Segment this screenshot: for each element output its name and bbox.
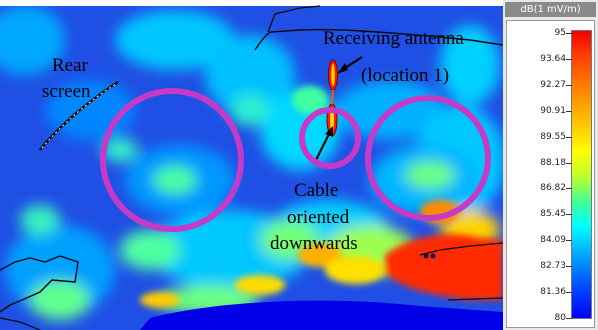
- color-scale-tick-mark: [566, 58, 572, 60]
- color-scale-tick-mark: [566, 266, 572, 268]
- rear-screen-label-line2: screen: [42, 81, 91, 102]
- color-scale-tick-label: 95: [554, 28, 566, 38]
- color-scale-tick-mark: [566, 110, 572, 112]
- highlight-circle-center: [299, 107, 361, 169]
- color-scale-tick-mark: [566, 292, 572, 294]
- color-scale-tick-label: 90.91: [540, 105, 566, 116]
- color-scale-tick-label: 80: [554, 313, 566, 323]
- color-scale-tick-mark: [566, 33, 572, 34]
- rear-screen-label-line1: Rear: [52, 55, 88, 76]
- receiving-antenna-label-line1: Receiving antenna: [323, 28, 464, 49]
- color-scale-tick-mark: [566, 84, 572, 86]
- color-scale-tick-mark: [566, 240, 572, 242]
- receiving-antenna-label-line2: (location 1): [361, 65, 450, 86]
- color-scale-bar: [571, 30, 592, 319]
- color-scale-tick-label: 88.18: [540, 157, 566, 168]
- color-scale-unit: dB(1 mV/m): [505, 2, 596, 17]
- color-scale-tick-label: 93.64: [540, 53, 566, 64]
- cable-label-line1: Cable: [294, 180, 339, 201]
- color-scale-tick-mark: [566, 318, 572, 319]
- field-strength-map: [0, 0, 503, 330]
- color-scale-tick-label: 92.27: [540, 79, 566, 90]
- color-scale-tick-mark: [566, 162, 572, 164]
- highlight-circle-left: [100, 88, 244, 232]
- color-scale-tick-label: 81.36: [540, 287, 566, 298]
- color-scale-tick-label: 86.82: [540, 183, 566, 194]
- color-scale-tick-mark: [566, 214, 572, 216]
- color-scale-tick-mark: [566, 136, 572, 138]
- color-scale-tick-label: 85.45: [540, 209, 566, 220]
- color-scale-tick-label: 84.09: [540, 235, 566, 246]
- color-scale-tick-label: 89.55: [540, 131, 566, 142]
- cable-label-line2: oriented: [287, 207, 350, 228]
- color-scale-tick-mark: [566, 188, 572, 190]
- highlight-circle-right: [365, 95, 491, 221]
- color-scale-tick-label: 82.73: [540, 261, 566, 272]
- cable-label-line3: downwards: [270, 233, 358, 254]
